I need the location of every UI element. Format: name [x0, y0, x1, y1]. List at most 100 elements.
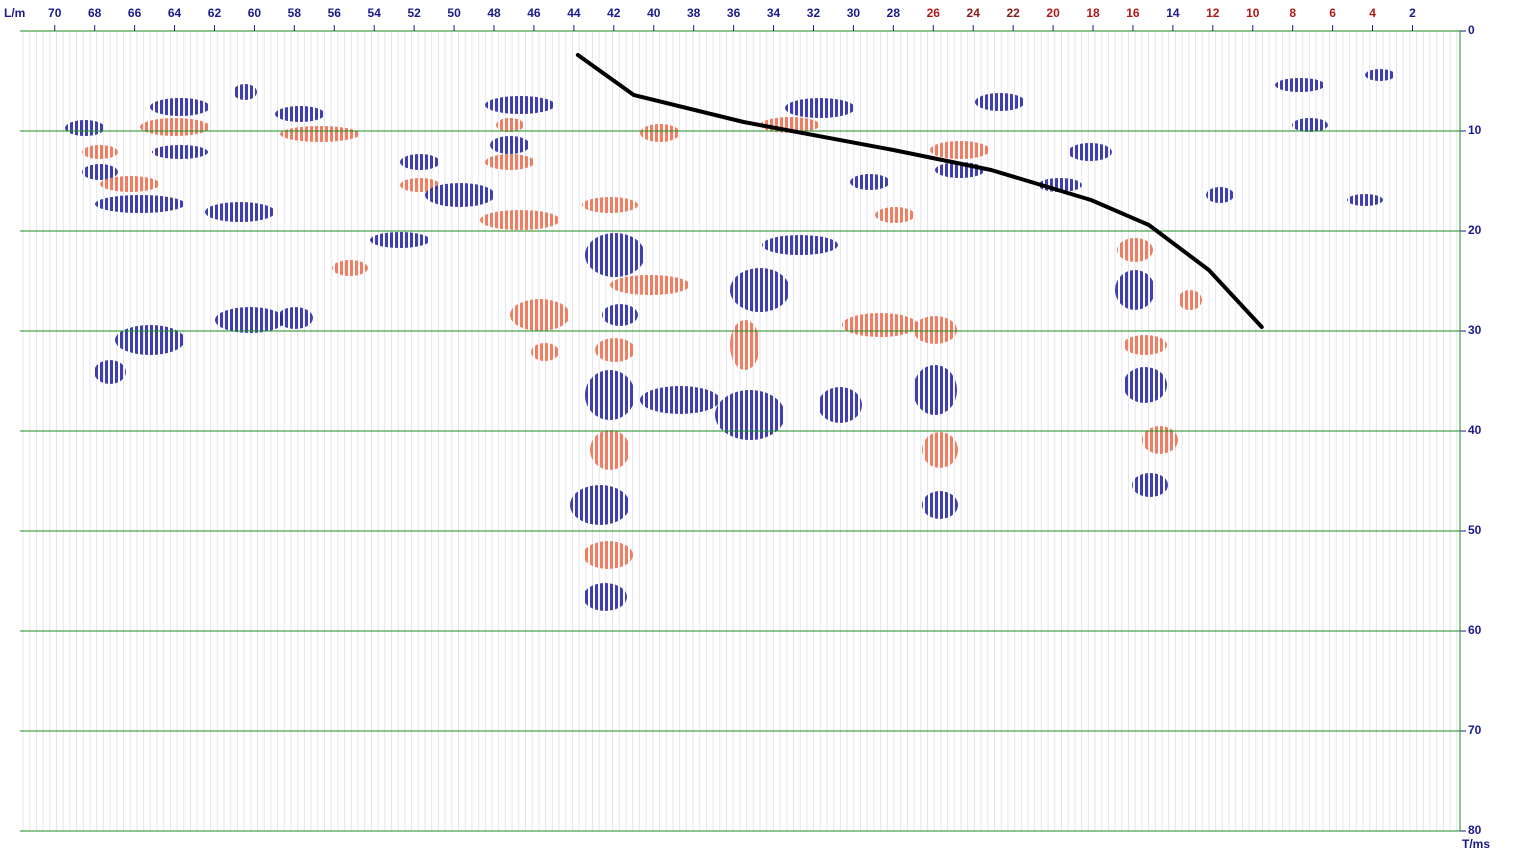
wave-blob	[785, 98, 855, 118]
x-tick-label: 16	[1126, 6, 1140, 20]
x-tick-label: 46	[527, 6, 541, 20]
x-tick-label: 58	[288, 6, 302, 20]
wave-blob	[1365, 69, 1395, 81]
wave-blob	[842, 313, 918, 337]
x-tick-label: 64	[168, 6, 182, 20]
wave-blob	[496, 118, 524, 132]
wave-blob	[1115, 270, 1155, 310]
wave-blob	[715, 390, 785, 440]
y-tick-label: 30	[1468, 323, 1482, 337]
wave-blob	[730, 268, 790, 312]
x-tick-label: 40	[647, 6, 661, 20]
wave-blob	[332, 260, 368, 276]
y-tick-label: 50	[1468, 523, 1482, 537]
wave-blob	[640, 386, 720, 414]
wave-blob	[205, 202, 275, 222]
wave-blob	[913, 365, 957, 415]
wave-blob	[280, 126, 360, 142]
y-axis-label: T/ms	[1462, 837, 1490, 851]
wave-blob	[1123, 367, 1167, 403]
wave-blob	[150, 98, 210, 116]
wave-blob	[1275, 78, 1325, 92]
wave-blob	[152, 145, 208, 159]
wave-blob	[595, 338, 635, 362]
wave-blob	[922, 491, 958, 519]
wave-blob	[94, 360, 126, 384]
wave-blob	[1132, 473, 1168, 497]
wave-blob	[570, 485, 630, 525]
x-tick-label: 56	[328, 6, 342, 20]
x-tick-label: 36	[727, 6, 741, 20]
x-tick-label: 68	[88, 6, 102, 20]
x-tick-label: 38	[687, 6, 701, 20]
wave-blob	[425, 183, 495, 207]
y-tick-label: 70	[1468, 723, 1482, 737]
x-tick-label: 48	[487, 6, 501, 20]
wave-blob	[1142, 426, 1178, 454]
wave-blob	[1117, 238, 1153, 262]
wave-blob	[510, 299, 570, 331]
wave-blob	[602, 304, 638, 326]
wave-blob	[585, 370, 635, 420]
wave-blob	[582, 197, 638, 213]
y-tick-label: 60	[1468, 623, 1482, 637]
wave-blob	[480, 210, 560, 230]
x-tick-label: 54	[368, 6, 382, 20]
x-tick-label: 20	[1046, 6, 1060, 20]
wave-blob	[485, 154, 535, 170]
wave-blob	[115, 325, 185, 355]
x-tick-label: 34	[767, 6, 781, 20]
wave-blob	[640, 124, 680, 142]
x-tick-label: 4	[1369, 6, 1376, 20]
wave-blob	[485, 96, 555, 114]
x-tick-label: 12	[1206, 6, 1220, 20]
wave-blob	[275, 106, 325, 122]
x-tick-label: 70	[48, 6, 62, 20]
x-tick-label: 22	[1006, 6, 1020, 20]
wave-blob	[875, 207, 915, 223]
x-tick-label: 10	[1246, 6, 1260, 20]
x-tick-label: 50	[447, 6, 461, 20]
wave-blob	[1178, 290, 1202, 310]
wave-blob	[922, 432, 958, 468]
x-tick-label: 66	[128, 6, 142, 20]
wave-blob	[1123, 335, 1167, 355]
wave-blob	[370, 232, 430, 248]
x-tick-label: 28	[887, 6, 901, 20]
wave-blob	[1068, 143, 1112, 161]
wave-blob	[95, 195, 185, 213]
y-tick-label: 0	[1468, 23, 1475, 37]
wave-blob	[490, 136, 530, 154]
wave-blob	[818, 387, 862, 423]
x-tick-label: 6	[1329, 6, 1336, 20]
x-tick-label: 14	[1166, 6, 1180, 20]
wave-blob	[762, 235, 838, 255]
x-axis-label: L/m	[4, 6, 25, 20]
wave-blob	[1292, 118, 1328, 132]
x-tick-label: 62	[208, 6, 222, 20]
wave-blob	[850, 174, 890, 190]
x-tick-label: 18	[1086, 6, 1100, 20]
wave-blob	[583, 541, 633, 569]
wave-blob	[975, 93, 1025, 111]
wave-blob	[610, 275, 690, 295]
x-tick-label: 24	[967, 6, 981, 20]
wave-blob	[1347, 194, 1383, 206]
x-tick-label: 2	[1409, 6, 1416, 20]
x-tick-label: 32	[807, 6, 821, 20]
wave-blob	[583, 583, 627, 611]
wave-blob	[585, 233, 645, 277]
wave-blob	[400, 178, 440, 192]
y-tick-label: 20	[1468, 223, 1482, 237]
wave-blob	[531, 343, 559, 361]
wave-blob	[140, 118, 210, 136]
wave-blob	[82, 145, 118, 159]
x-tick-label: 8	[1289, 6, 1296, 20]
wave-blob	[277, 307, 313, 329]
wavefield	[65, 69, 1395, 611]
wave-blob	[400, 154, 440, 170]
wave-blob	[233, 84, 257, 100]
pick-curve	[575, 53, 1264, 329]
wave-blob	[215, 307, 285, 333]
